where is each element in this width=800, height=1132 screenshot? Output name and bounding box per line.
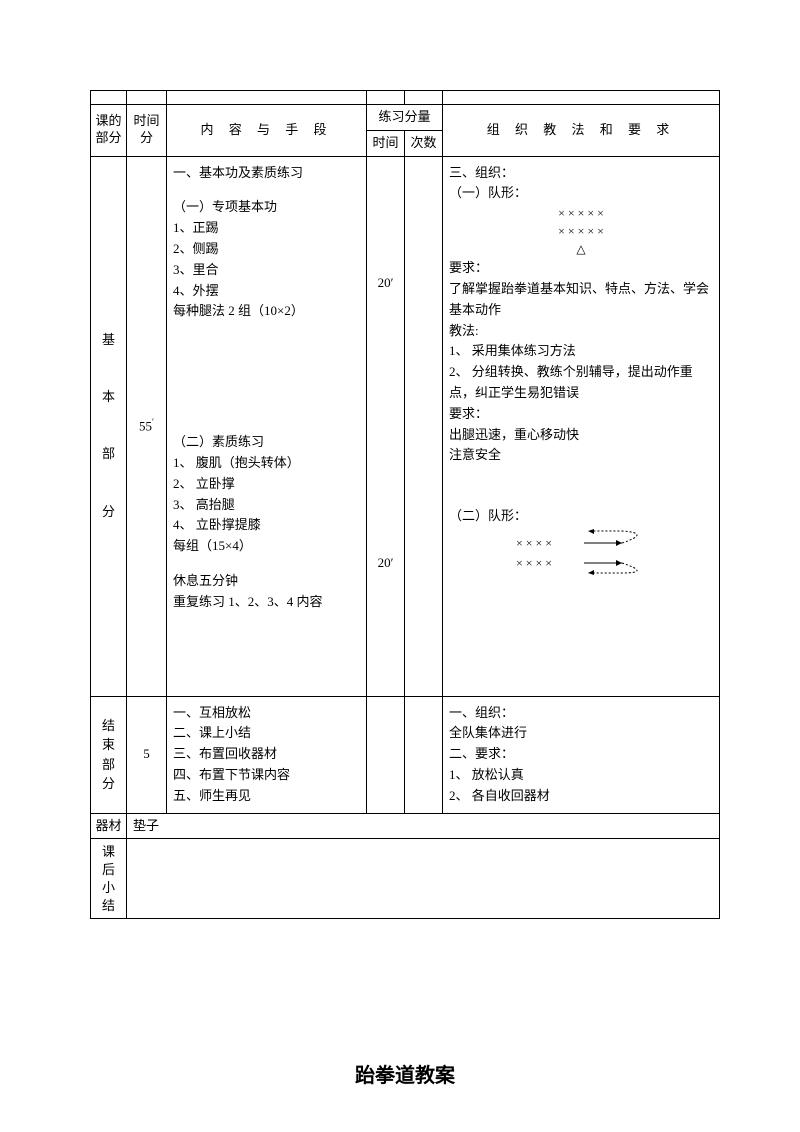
table-header-row: 课的部分 时间分 内 容 与 手 段 练习分量 组 织 教 法 和 要 求: [91, 105, 720, 131]
equipment-value: 垫子: [127, 813, 720, 839]
formation-diagram-2: × × × × × × × ×: [449, 529, 713, 575]
header-practice: 练习分量: [367, 105, 443, 131]
header-ptime: 时间: [367, 130, 405, 156]
end-ptime: [367, 696, 405, 813]
afterclass-label: 课后小结: [91, 839, 127, 919]
end-label: 结束部分: [91, 696, 127, 813]
formation-diagram-1: × × × × × × × × × × △: [449, 204, 713, 258]
header-time: 时间分: [127, 105, 167, 157]
table-row-blank: [91, 91, 720, 105]
basic-content: 一、基本功及素质练习 （一）专项基本功 1、正踢 2、侧踢 3、里合 4、外摆 …: [167, 156, 367, 696]
end-time: 5: [127, 696, 167, 813]
end-content: 一、互相放松 二、课上小结 三、布置回收器材 四、布置下节课内容 五、师生再见: [167, 696, 367, 813]
basic-label: 基本部分: [91, 156, 127, 696]
basic-org: 三、组织： （一）队形： × × × × × × × × × × △ 要求： 了…: [443, 156, 720, 696]
svg-text:× × × ×: × × × ×: [516, 536, 552, 550]
table-row-end: 结束部分 5 一、互相放松 二、课上小结 三、布置回收器材 四、布置下节课内容 …: [91, 696, 720, 813]
basic-time: 55′: [127, 156, 167, 696]
header-org: 组 织 教 法 和 要 求: [443, 105, 720, 157]
header-preps: 次数: [405, 130, 443, 156]
basic-preps: [405, 156, 443, 696]
svg-text:× × × ×: × × × ×: [516, 556, 552, 570]
page-title: 跆拳道教案: [90, 1059, 720, 1088]
table-row-equipment: 器材 垫子: [91, 813, 720, 839]
table-row-afterclass: 课后小结: [91, 839, 720, 919]
header-content: 内 容 与 手 段: [167, 105, 367, 157]
end-preps: [405, 696, 443, 813]
afterclass-content: [127, 839, 720, 919]
end-org: 一、组织： 全队集体进行 二、要求： 1、 放松认真 2、 各自收回器材: [443, 696, 720, 813]
equipment-label: 器材: [91, 813, 127, 839]
table-row-basic: 基本部分 55′ 一、基本功及素质练习 （一）专项基本功 1、正踢 2、侧踢 3…: [91, 156, 720, 696]
lesson-plan-table: 课的部分 时间分 内 容 与 手 段 练习分量 组 织 教 法 和 要 求 时间…: [90, 90, 720, 919]
basic-ptime: 20′ 20′: [367, 156, 405, 696]
header-section: 课的部分: [91, 105, 127, 157]
